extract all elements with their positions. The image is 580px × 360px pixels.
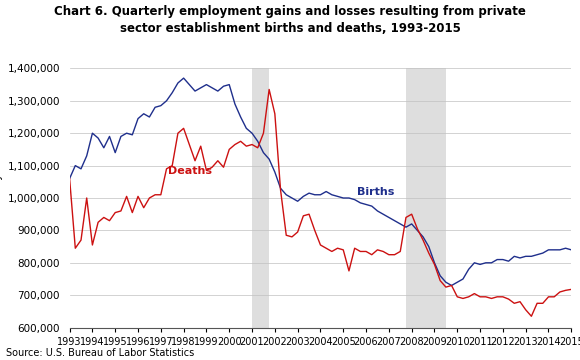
- Bar: [406, 68, 446, 328]
- Text: Chart 6. Quarterly employment gains and losses resulting from private
sector est: Chart 6. Quarterly employment gains and …: [54, 5, 526, 35]
- Text: Deaths: Deaths: [168, 166, 212, 176]
- Text: Births: Births: [357, 188, 394, 197]
- Y-axis label: Number of Jobs: Number of Jobs: [0, 155, 3, 241]
- Bar: [252, 68, 269, 328]
- Text: Source: U.S. Bureau of Labor Statistics: Source: U.S. Bureau of Labor Statistics: [6, 348, 194, 358]
